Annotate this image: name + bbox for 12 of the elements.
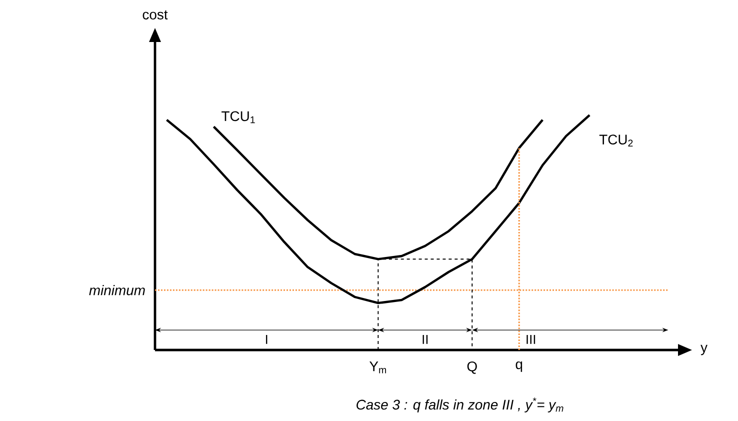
series-label: TCU$_{1}$ [222, 111, 255, 124]
x-tick-label: q [516, 361, 522, 372]
annotation: III [526, 334, 536, 344]
annotation: I [266, 334, 268, 344]
text: y [700, 344, 708, 356]
text: cost [142, 10, 168, 20]
x-tick-label: Y$_{m}$ [370, 361, 386, 374]
text: Case 3 : q falls in zone III , y$^{*}$= y$_{m}$ [356, 398, 564, 412]
series-label: TCU$_{2}$ [599, 134, 633, 146]
ref-line-label: minimum [89, 284, 145, 296]
annotation: II [422, 334, 428, 344]
x-tick-label: Q [467, 361, 477, 374]
